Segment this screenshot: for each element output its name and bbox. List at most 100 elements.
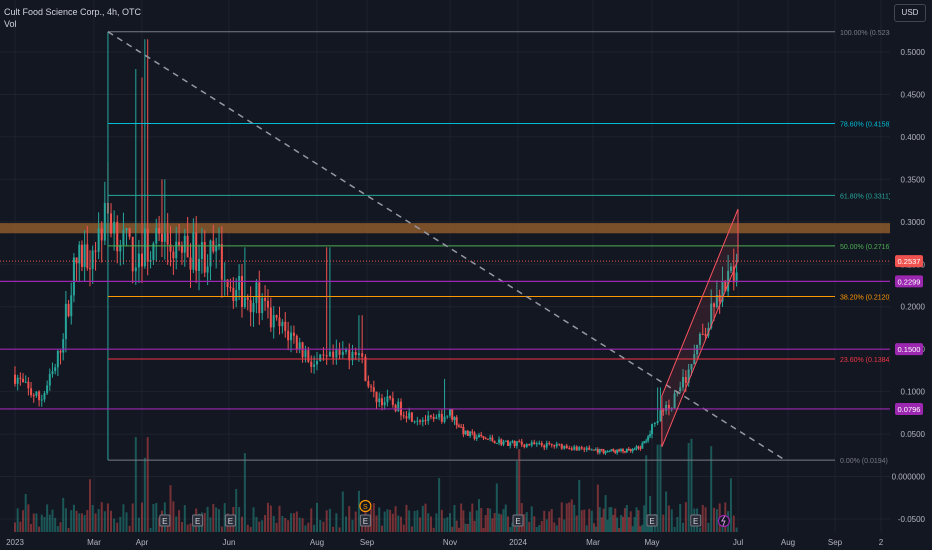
candle: [665, 401, 668, 415]
candle: [464, 430, 467, 436]
candle-body: [432, 416, 435, 419]
bolt-icon: [721, 515, 726, 527]
volume-bar: [261, 520, 264, 532]
volume-bar: [287, 520, 290, 532]
candle-body: [206, 266, 209, 273]
candle: [451, 408, 454, 423]
candle: [397, 398, 400, 412]
volume-bar: [345, 516, 348, 532]
candle-body: [625, 448, 628, 453]
volume-bar: [152, 503, 155, 532]
candle-body: [203, 242, 206, 273]
candle: [243, 247, 246, 309]
candle-body: [134, 267, 137, 272]
candle: [134, 68, 137, 285]
candle: [679, 381, 682, 393]
candle-body: [367, 381, 370, 387]
volume-bar: [427, 513, 430, 532]
horizontal-line-label-bg: [895, 343, 923, 356]
volume-bar: [429, 516, 432, 532]
candle-body: [284, 321, 287, 331]
volume-bar: [372, 503, 375, 532]
candle-body: [518, 441, 521, 443]
volume-bar: [500, 514, 503, 532]
volume-bar: [246, 524, 249, 532]
candle: [498, 436, 501, 446]
volume-bar: [598, 507, 601, 532]
volume-bar: [533, 516, 536, 532]
volume-bar: [713, 507, 716, 532]
candle-body: [22, 378, 25, 383]
candle-body: [455, 417, 458, 426]
candle: [290, 325, 293, 353]
candle: [278, 306, 281, 335]
candle: [623, 450, 626, 454]
candle-body: [493, 440, 496, 444]
candle-body: [354, 351, 357, 356]
volume-bar: [590, 510, 593, 532]
volume-bar: [386, 509, 389, 532]
candle: [83, 230, 86, 282]
candle-body: [389, 396, 392, 399]
candle: [600, 448, 603, 452]
volume-bar: [707, 522, 710, 532]
candle: [435, 414, 438, 420]
candle: [272, 306, 275, 339]
candle-body: [732, 266, 735, 283]
candle: [223, 262, 226, 296]
volume-bar: [486, 507, 489, 532]
fib-level-label: 23.60% (0.1384): [840, 357, 892, 364]
time-tick-label: Aug: [310, 538, 324, 547]
candle-body: [80, 244, 83, 267]
candle-body: [596, 449, 599, 453]
candle-body: [56, 350, 59, 368]
candle: [469, 431, 472, 438]
candle-body: [128, 228, 131, 237]
candle: [651, 423, 653, 439]
candle-body: [555, 443, 558, 447]
volume-bars: [14, 437, 738, 532]
candle-body: [578, 447, 581, 451]
candle-body: [620, 449, 623, 451]
candle-body: [443, 416, 446, 422]
volume-bar: [325, 510, 328, 532]
volume-bar: [424, 503, 427, 532]
volume-bar: [687, 442, 690, 532]
volume-label: Vol: [4, 19, 17, 29]
volume-bar: [523, 513, 526, 532]
candle-body: [570, 448, 573, 450]
volume-bar: [509, 527, 512, 532]
candle: [533, 439, 536, 445]
candle-body: [659, 410, 662, 421]
volume-bar: [540, 521, 543, 532]
candle: [310, 355, 313, 373]
currency-button[interactable]: USD: [894, 4, 926, 22]
candle-body: [316, 360, 318, 365]
volume-bar: [639, 526, 642, 532]
volume-bar: [375, 515, 378, 532]
candle: [380, 394, 383, 411]
candle-body: [332, 351, 335, 358]
candle: [610, 449, 613, 452]
volume-bar: [455, 520, 458, 532]
volume-bar: [495, 483, 498, 532]
candle: [119, 239, 122, 266]
candle-body: [91, 250, 94, 269]
volume-bar: [735, 527, 738, 532]
candle: [249, 286, 252, 327]
candle-body: [647, 436, 650, 441]
candle-body: [466, 430, 469, 436]
time-tick-label: May: [644, 538, 659, 547]
candle-body: [629, 449, 632, 452]
candle: [614, 449, 617, 454]
volume-bar: [518, 449, 521, 532]
volume-bar: [701, 504, 704, 532]
horizontal-line-label-bg: [895, 275, 923, 288]
volume-bar: [106, 503, 109, 532]
candle-body: [553, 445, 556, 447]
candle: [269, 297, 272, 332]
candle: [16, 374, 19, 391]
candle: [351, 344, 354, 366]
candle: [172, 246, 175, 275]
